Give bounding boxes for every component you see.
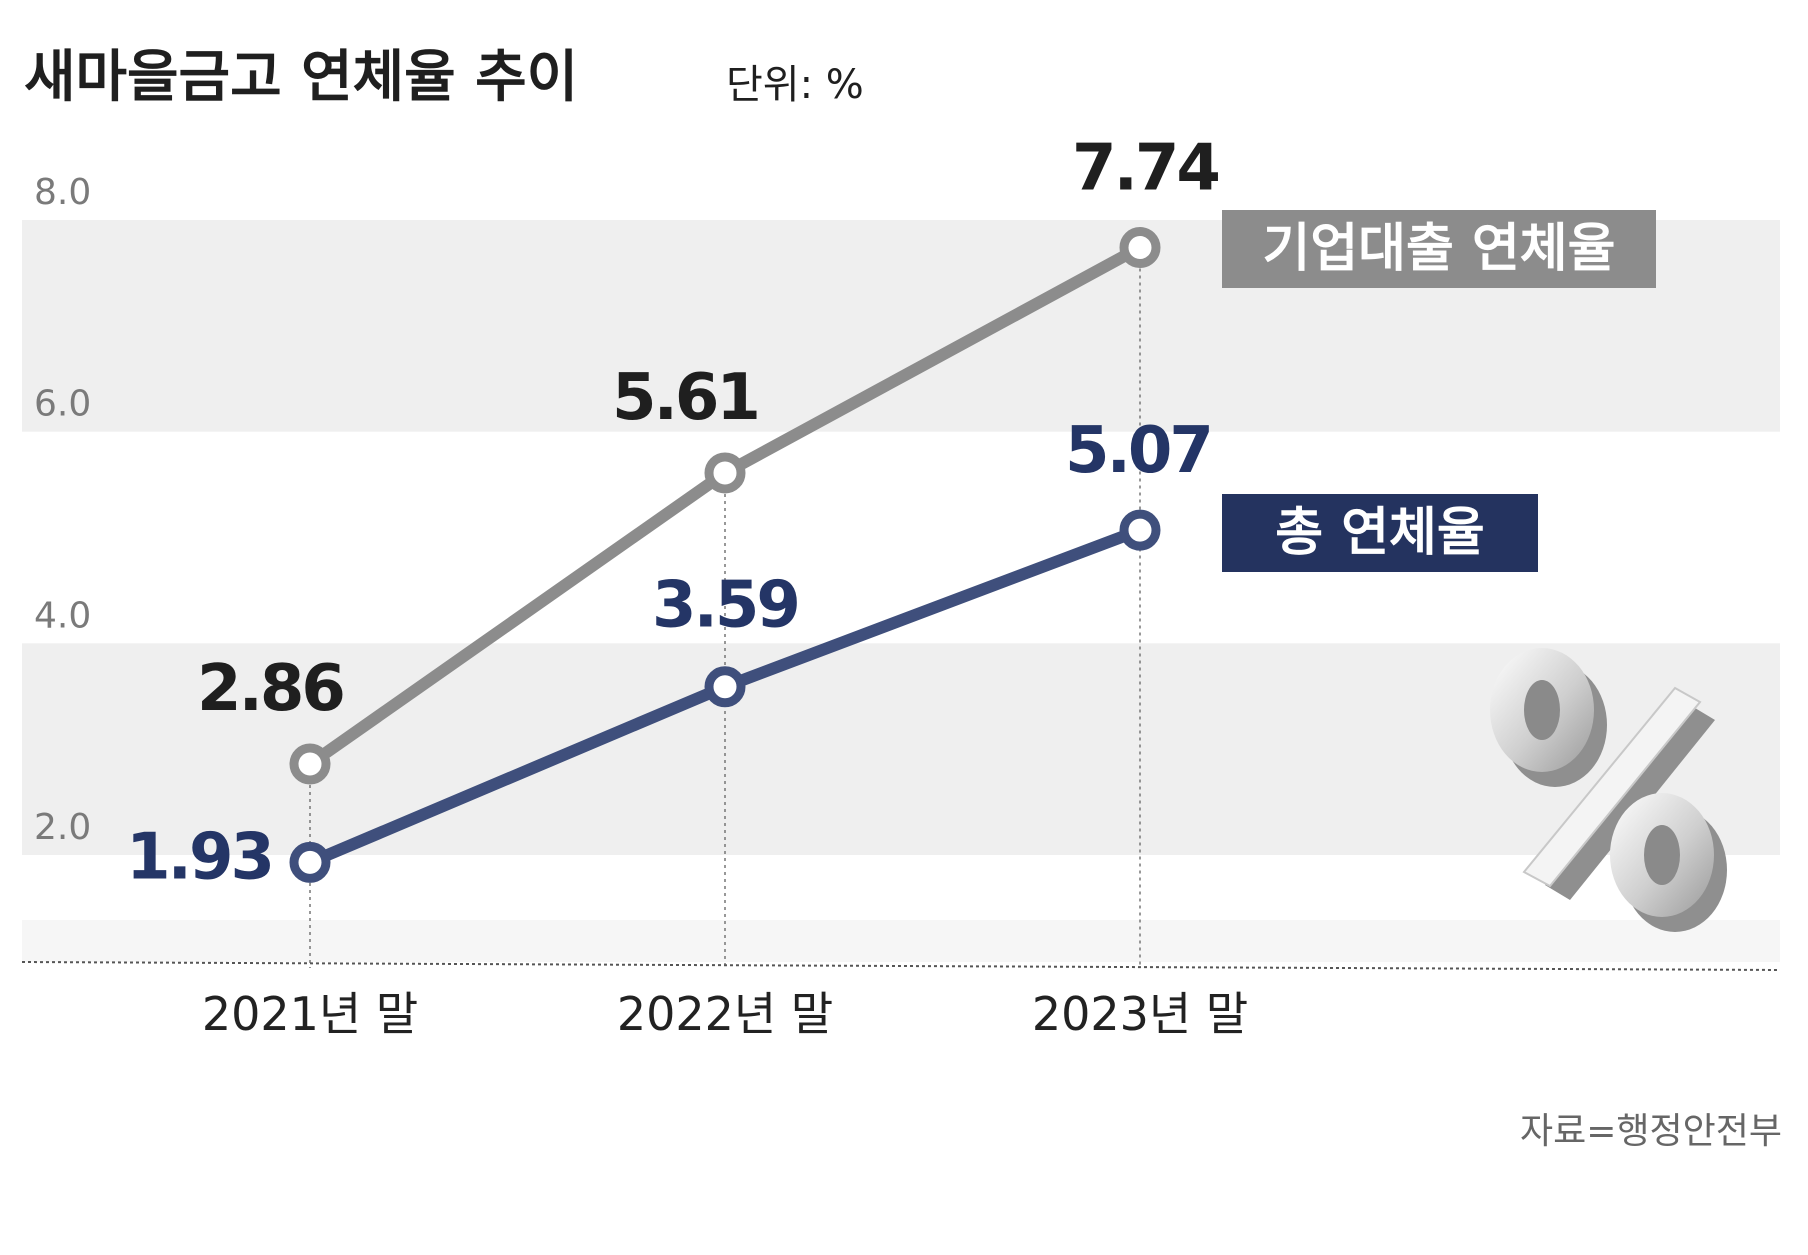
percent-icon	[1490, 648, 1727, 932]
data-label-total: 3.59	[652, 569, 798, 643]
grid-bands	[22, 220, 1780, 962]
data-label-corporate: 7.74	[1072, 132, 1218, 206]
data-label-corporate: 5.61	[612, 361, 758, 435]
source-label: 자료=행정안전부	[1520, 1111, 1782, 1152]
category-guides	[309, 247, 1141, 968]
unit-label: 단위: %	[726, 62, 864, 108]
legend-label-total: 총 연체율	[1275, 503, 1484, 563]
series-layer: 2.86 5.61 7.74 1.93 3.59 5.07	[126, 132, 1221, 895]
data-point-corporate	[1119, 227, 1161, 269]
x-axis-line	[21, 961, 1781, 971]
data-label-total: 1.93	[126, 820, 272, 894]
chart-title: 새마을금고 연체율 추이	[24, 45, 578, 110]
y-axis-ticks: 2.0 4.0 6.0 8.0	[34, 172, 91, 848]
y-tick-label: 4.0	[34, 595, 91, 636]
x-axis-labels: 2021년 말 2022년 말 2023년 말	[202, 987, 1248, 1041]
y-tick-label: 6.0	[34, 384, 91, 425]
x-tick-label: 2022년 말	[617, 987, 833, 1041]
data-label-corporate: 2.86	[197, 652, 343, 726]
data-point-corporate	[289, 743, 331, 785]
axis-fade-band	[22, 920, 1780, 962]
legend-label-corporate: 기업대출 연체율	[1263, 219, 1616, 279]
x-tick-label: 2023년 말	[1032, 987, 1248, 1041]
data-label-total: 5.07	[1065, 414, 1211, 488]
data-point-total	[289, 841, 331, 883]
legend-box-total	[1222, 494, 1538, 572]
legend-box-corporate	[1222, 210, 1656, 288]
y-tick-label: 8.0	[34, 172, 91, 213]
y-tick-label: 2.0	[34, 807, 91, 848]
x-tick-label: 2021년 말	[202, 987, 418, 1041]
data-point-total	[1119, 509, 1161, 551]
data-point-total	[704, 666, 746, 708]
data-point-corporate	[704, 452, 746, 494]
